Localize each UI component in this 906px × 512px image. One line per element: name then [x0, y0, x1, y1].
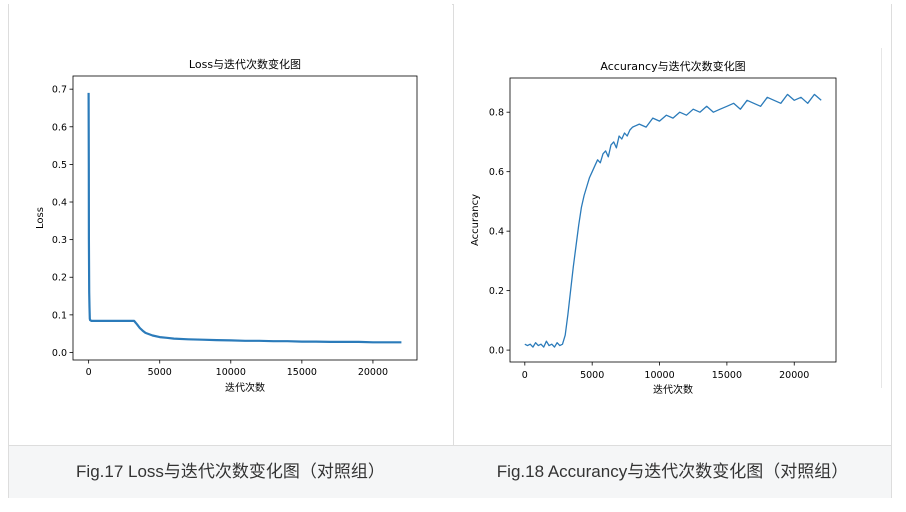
y-tick-label: 0.2 — [52, 273, 67, 284]
figure-cell-loss: Loss与迭代次数变化图 0 5000 10000 15000 20000 0.0 0.1 0.… — [9, 4, 452, 444]
y-tick-label: 0.8 — [489, 108, 504, 119]
series-line-0 — [524, 93, 822, 348]
chart-title: Loss与迭代次数变化图 — [189, 57, 301, 71]
figure-caption-loss: Fig.17 Loss与迭代次数变化图（对照组） — [76, 462, 385, 481]
x-tick-label: 10000 — [644, 370, 674, 381]
y-tick-label: 0.6 — [489, 167, 504, 178]
figure-cell-accuracy: Accurancy与迭代次数变化图 0 5000 10000 15000 20000 0.0… — [454, 4, 891, 444]
y-tick-label: 0.1 — [52, 310, 67, 321]
y-tick-label: 0.5 — [52, 160, 67, 171]
series-line-0 — [87, 92, 402, 344]
plot-frame — [72, 75, 418, 361]
y-axis-label: Accurancy — [470, 194, 481, 246]
x-tick-label: 20000 — [358, 367, 388, 378]
x-tick-label: 10000 — [216, 367, 246, 378]
y-tick-label: 0.3 — [52, 235, 67, 246]
x-tick-label: 15000 — [287, 367, 317, 378]
x-tick-label: 5000 — [580, 370, 604, 381]
edge-line — [881, 48, 882, 388]
x-tick-label: 0 — [522, 370, 528, 381]
x-tick-label: 20000 — [779, 370, 809, 381]
x-tick-label: 15000 — [712, 370, 742, 381]
chart-title: Accurancy与迭代次数变化图 — [600, 59, 745, 73]
x-tick-label: 0 — [86, 367, 92, 378]
y-tick-label: 0.0 — [489, 346, 504, 357]
plot-frame — [509, 77, 837, 363]
y-tick-label: 0.7 — [52, 85, 67, 96]
y-tick-label: 0.2 — [489, 286, 504, 297]
figure-caption-accuracy: Fig.18 Accurancy与迭代次数变化图（对照组） — [496, 462, 849, 481]
y-axis-label: Loss — [35, 207, 46, 229]
x-axis-label: 迭代次数 — [653, 383, 693, 396]
x-axis-label: 迭代次数 — [225, 381, 265, 394]
y-tick-label: 0.0 — [52, 348, 67, 359]
loss-chart: Loss与迭代次数变化图 0 5000 10000 15000 20000 0.0 0.1 0.… — [35, 57, 418, 394]
x-tick-label: 5000 — [148, 367, 172, 378]
y-tick-label: 0.6 — [52, 122, 67, 133]
y-tick-label: 0.4 — [489, 227, 504, 238]
accuracy-chart: Accurancy与迭代次数变化图 0 5000 10000 15000 20000 0.0… — [470, 59, 837, 396]
y-tick-label: 0.4 — [52, 198, 67, 209]
column-divider — [453, 4, 454, 498]
caption-row: Fig.17 Loss与迭代次数变化图（对照组） Fig.18 Accuranc… — [9, 445, 891, 498]
